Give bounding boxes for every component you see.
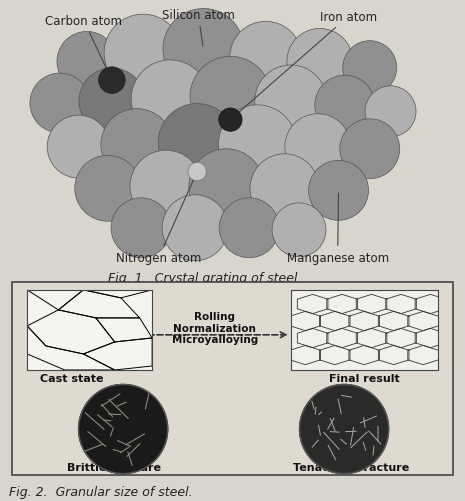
Circle shape: [30, 74, 90, 134]
Text: Brittle fracture: Brittle fracture: [67, 462, 161, 472]
Circle shape: [163, 10, 244, 90]
Circle shape: [111, 198, 171, 258]
Circle shape: [365, 87, 416, 137]
Text: Fig. 1.  Crystal grating of steel.: Fig. 1. Crystal grating of steel.: [108, 272, 301, 285]
Circle shape: [131, 61, 209, 138]
Circle shape: [250, 154, 319, 223]
Circle shape: [315, 76, 375, 136]
Circle shape: [79, 69, 145, 135]
Circle shape: [57, 33, 117, 92]
Text: Carbon atom: Carbon atom: [45, 15, 122, 79]
Text: Cast state: Cast state: [40, 373, 104, 383]
Text: Fig. 2.  Granular size of steel.: Fig. 2. Granular size of steel.: [9, 485, 193, 498]
Circle shape: [47, 116, 110, 179]
Circle shape: [75, 156, 140, 222]
Circle shape: [190, 57, 271, 138]
Circle shape: [343, 42, 397, 95]
Circle shape: [287, 30, 353, 95]
Circle shape: [309, 161, 369, 221]
FancyBboxPatch shape: [12, 283, 453, 475]
Circle shape: [188, 163, 206, 181]
Circle shape: [104, 15, 182, 93]
Circle shape: [158, 104, 236, 182]
Circle shape: [272, 203, 326, 258]
Circle shape: [189, 149, 264, 224]
Circle shape: [99, 68, 125, 94]
Circle shape: [255, 66, 327, 138]
Circle shape: [230, 22, 302, 94]
Text: Iron atom: Iron atom: [232, 11, 377, 119]
Circle shape: [130, 151, 202, 222]
Circle shape: [219, 106, 296, 183]
Text: Manganese atom: Manganese atom: [286, 194, 389, 265]
Text: Silicon atom: Silicon atom: [162, 9, 235, 47]
Text: Tenacious fracture: Tenacious fracture: [292, 462, 409, 472]
Text: Rolling
Normalization
Microyalloying: Rolling Normalization Microyalloying: [172, 312, 258, 345]
Circle shape: [219, 198, 279, 258]
Circle shape: [340, 120, 400, 179]
Text: Final result: Final result: [329, 373, 399, 383]
Circle shape: [162, 195, 228, 261]
Circle shape: [285, 115, 351, 180]
Circle shape: [101, 109, 173, 181]
Circle shape: [219, 109, 242, 132]
Text: Nitrogen atom: Nitrogen atom: [116, 175, 201, 265]
